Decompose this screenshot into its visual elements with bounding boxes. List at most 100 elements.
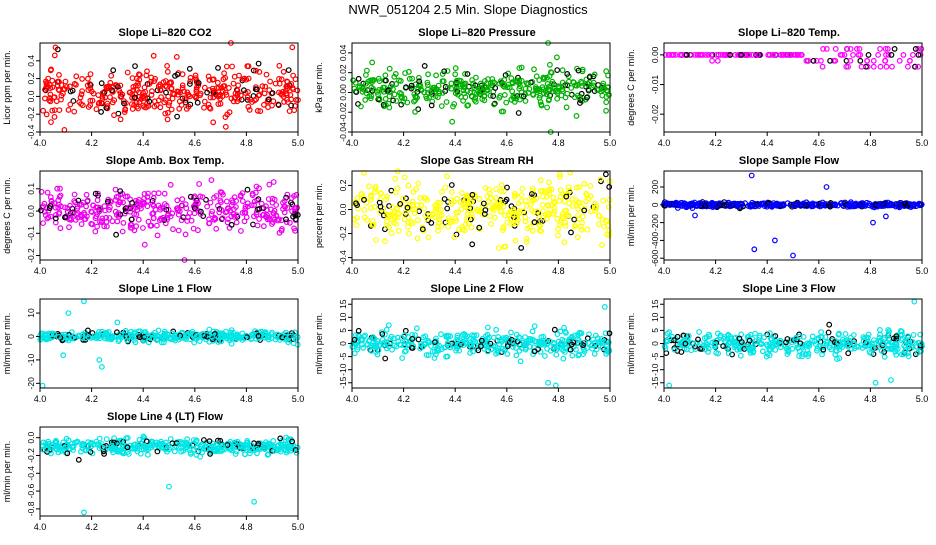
x-tick-label: 5.0 — [604, 394, 617, 404]
data-point — [207, 451, 214, 457]
data-point — [457, 78, 464, 84]
data-point — [354, 346, 361, 353]
y-tick-label: -400 — [650, 232, 660, 249]
data-point — [87, 71, 94, 77]
data-point — [599, 83, 606, 89]
data-point — [140, 446, 147, 452]
data-point — [145, 190, 151, 197]
data-point — [360, 344, 367, 351]
data-point — [99, 90, 106, 96]
data-point — [73, 81, 79, 88]
data-point — [250, 67, 257, 74]
y-tick-label: -0.2 — [338, 226, 348, 241]
data-point — [444, 340, 451, 346]
data-point — [414, 217, 421, 224]
data-point — [855, 343, 862, 350]
plot-frame — [351, 42, 611, 133]
data-point — [256, 206, 263, 212]
data-point — [364, 217, 370, 223]
y-tick-label: -15 — [338, 376, 348, 389]
data-point — [683, 52, 690, 58]
y-axis-label: degrees C per min. — [2, 177, 12, 254]
data-point — [595, 339, 602, 345]
data-point — [820, 46, 827, 52]
data-point — [398, 335, 405, 341]
data-point — [506, 84, 513, 91]
data-point — [541, 353, 548, 359]
data-point — [531, 338, 538, 345]
y-axis-label: ml/min per min. — [314, 313, 324, 375]
chart-panel: 4.0 4.2 4.4 4.6 4.8 5.0 -20 -10 0 10 ml/min per mi… — [0, 282, 312, 417]
data-point — [385, 87, 392, 94]
data-point — [361, 207, 368, 213]
data-point — [545, 83, 552, 90]
data-point — [606, 347, 613, 354]
data-point — [573, 346, 579, 353]
data-point — [433, 86, 440, 93]
data-point — [130, 442, 137, 448]
data-point — [449, 189, 455, 195]
data-point — [523, 238, 530, 245]
data-point — [124, 193, 131, 200]
chart-panel: 4.0 4.2 4.4 4.6 4.8 5.0 -0.04 -0.02 0.00 0.02 0.04… — [312, 26, 624, 161]
data-point — [244, 96, 251, 103]
data-point — [573, 82, 580, 89]
data-point — [70, 447, 76, 453]
data-point — [224, 219, 231, 226]
data-point — [858, 63, 865, 70]
x-tick-label: 4.8 — [864, 394, 877, 404]
data-point — [278, 227, 285, 234]
data-point — [253, 96, 260, 103]
data-point — [578, 226, 585, 233]
data-point — [149, 439, 156, 445]
y-tick-label: -0.2 — [26, 107, 36, 122]
data-point — [424, 86, 431, 93]
data-point — [413, 325, 420, 332]
data-point — [444, 68, 451, 74]
data-point — [492, 85, 499, 91]
data-point — [140, 337, 147, 344]
chart-title: Slope Li–820 Temp. — [738, 27, 840, 39]
data-point — [290, 213, 297, 220]
data-point — [818, 329, 825, 335]
data-point — [500, 345, 507, 352]
data-point — [380, 101, 387, 108]
data-point — [789, 345, 796, 352]
data-point — [892, 201, 899, 208]
data-point — [403, 195, 409, 202]
data-point — [889, 63, 895, 70]
data-point — [457, 199, 464, 205]
data-point — [584, 94, 590, 101]
data-point — [560, 355, 567, 362]
data-point — [747, 331, 754, 338]
data-point — [804, 348, 811, 354]
data-point — [884, 46, 891, 52]
data-point — [544, 104, 551, 111]
data-point — [386, 65, 393, 72]
data-point — [181, 88, 187, 95]
data-point — [350, 200, 357, 206]
data-point — [412, 108, 418, 115]
data-point — [836, 346, 843, 353]
data-point — [666, 382, 673, 389]
data-point — [911, 298, 918, 305]
data-point — [592, 332, 599, 339]
data-point — [877, 202, 884, 209]
data-point — [131, 227, 138, 234]
data-point — [523, 80, 530, 87]
chart-svg: 4.0 4.2 4.4 4.6 4.8 5.0 -15-10 -5 0 5 10 15 ml/min p… — [626, 298, 928, 404]
data-point — [529, 185, 536, 192]
data-point — [561, 239, 568, 246]
data-point — [208, 177, 215, 184]
data-point — [118, 331, 124, 338]
data-point — [583, 198, 590, 205]
data-point — [548, 69, 555, 76]
data-point — [689, 340, 695, 347]
data-point — [83, 191, 90, 198]
data-point — [695, 336, 701, 343]
data-point — [281, 198, 288, 204]
data-point — [65, 106, 72, 113]
data-point — [178, 448, 185, 455]
data-point — [240, 76, 247, 82]
data-point — [80, 441, 87, 448]
